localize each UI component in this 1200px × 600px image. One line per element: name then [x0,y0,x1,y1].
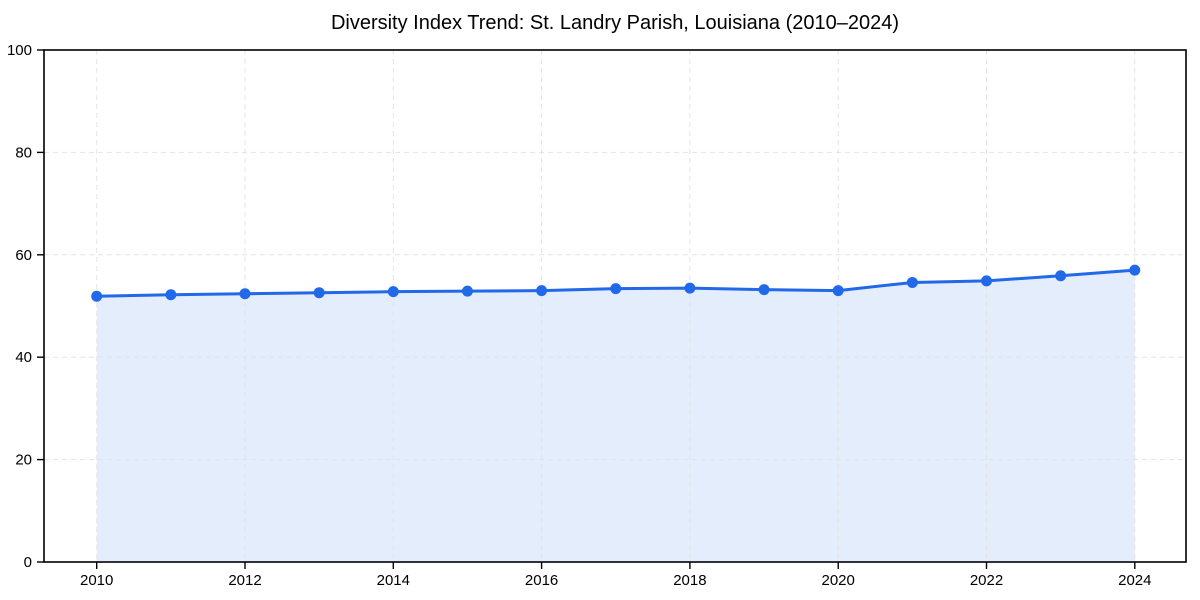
y-tick-label: 20 [15,452,32,469]
data-point [461,285,473,297]
data-point [832,285,844,297]
y-tick-label: 40 [15,349,32,366]
x-tick-label: 2022 [970,572,1003,589]
data-point [981,275,992,287]
data-point [1055,270,1067,282]
x-tick-label: 2010 [80,572,113,589]
data-point [1129,264,1141,276]
data-point [239,288,251,300]
x-tick-label: 2014 [377,572,410,589]
area-fill [96,270,1135,562]
data-point [313,287,325,299]
y-tick-label: 60 [15,247,32,264]
y-tick-label: 0 [24,554,32,571]
plot-border [43,49,1187,563]
x-tick-label: 2020 [822,572,855,589]
data-point [536,285,548,297]
data-point [758,284,770,296]
x-tick-label: 2016 [525,572,558,589]
x-tick-label: 2012 [228,572,261,589]
data-point [387,286,399,298]
x-tick-label: 2018 [673,572,706,589]
y-tick-label: 100 [7,42,32,59]
data-point [906,276,918,288]
chart-title: Diversity Index Trend: St. Landry Parish… [330,12,900,34]
x-tick-label: 2024 [1118,572,1151,589]
data-point [684,282,696,294]
data-point [91,290,103,302]
data-point [610,283,622,295]
y-tick-label: 80 [15,144,32,161]
data-point [165,289,177,301]
